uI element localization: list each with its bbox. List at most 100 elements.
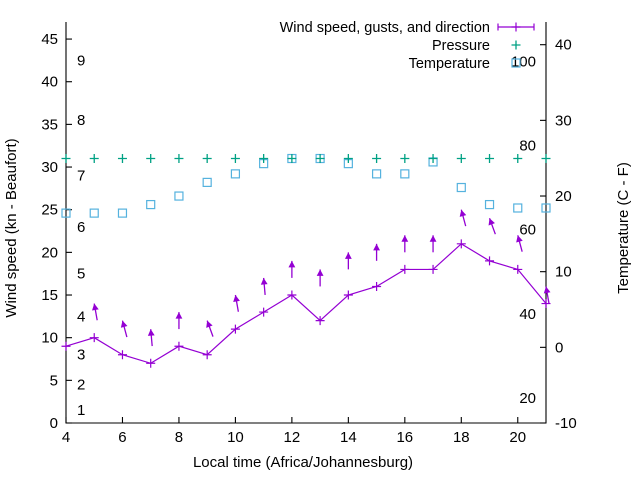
pressure-marker (513, 154, 523, 164)
pressure-marker (485, 154, 495, 164)
fahrenheit-scale-labels: 20 40 60 80 100 (511, 53, 536, 407)
pressure-marker (259, 154, 269, 164)
pressure-marker (202, 154, 212, 164)
y2-tick-label: 40 (555, 37, 572, 54)
legend-label: Pressure (432, 38, 490, 54)
x-tick-label: 20 (509, 429, 526, 446)
x-tick-label: 16 (396, 429, 413, 446)
temperature-marker (456, 182, 466, 193)
wind-speed-marker (315, 316, 325, 326)
wind-speed-marker (485, 256, 495, 266)
pressure-marker (89, 154, 99, 164)
gust-arrow-head (429, 235, 437, 242)
gust-arrow (516, 235, 523, 252)
gust-arrow (206, 320, 214, 337)
gust-arrow-head (516, 235, 523, 243)
x-tick-label: 4 (62, 429, 70, 446)
x-axis-label: Local time (Africa/Johannesburg) (193, 454, 413, 471)
wind-speed-marker (372, 281, 382, 291)
beaufort-label: 5 (77, 266, 85, 283)
beaufort-label: 7 (77, 168, 85, 185)
wind-speed-marker (61, 341, 71, 351)
y2-axis-label: Temperature (C - F) (615, 162, 632, 294)
gust-arrow (233, 294, 240, 312)
gust-arrow-head (92, 303, 99, 311)
beaufort-scale-labels: 1 2 3 4 5 6 7 8 9 (77, 52, 85, 419)
beaufort-label: 9 (77, 52, 85, 69)
legend-entry[interactable]: Wind speed, gusts, and direction (280, 20, 535, 36)
beaufort-label: 8 (77, 112, 85, 129)
x-tick-label: 14 (340, 429, 357, 446)
pressure-marker (174, 154, 184, 164)
gust-arrow (92, 303, 99, 321)
wind-speed-marker (259, 307, 269, 317)
y2-axis-ticks: -10 0 10 20 30 40 (540, 37, 577, 432)
pressure-marker (117, 154, 127, 164)
y-tick-label: 5 (50, 372, 58, 389)
pressure-marker (456, 154, 466, 164)
gust-arrow-head (401, 235, 409, 242)
y-tick-label: 35 (41, 116, 58, 133)
axis-frame (65, 22, 547, 424)
gust-arrow (175, 312, 183, 330)
temperature-marker (230, 169, 241, 179)
plot-frame (65, 22, 547, 424)
gust-arrow-head (288, 260, 296, 268)
temperature-marker (371, 169, 382, 179)
series-pressure (61, 154, 551, 164)
wind-speed-marker (230, 324, 240, 334)
gust-arrow-head (260, 277, 268, 285)
pressure-marker (400, 154, 410, 164)
pressure-marker (372, 154, 382, 164)
y2-tick-label: -10 (555, 415, 577, 432)
legend-entry[interactable]: Pressure (432, 38, 521, 54)
y-tick-label: 20 (41, 244, 58, 261)
wind-speed-marker (343, 290, 353, 300)
x-tick-label: 6 (118, 429, 126, 446)
gust-arrow-head (488, 218, 495, 226)
beaufort-label: 2 (77, 377, 85, 394)
temperature-marker (513, 203, 523, 213)
temperature-marker (174, 191, 184, 201)
legend-entry[interactable]: Temperature (409, 56, 521, 72)
gust-arrow-head (233, 295, 240, 303)
beaufort-label: 4 (77, 308, 85, 325)
temperature-marker (484, 199, 495, 210)
gust-arrow (316, 269, 324, 287)
wind-speed-marker (541, 299, 551, 309)
legend-square-symbol (511, 58, 521, 68)
beaufort-label: 1 (77, 402, 85, 419)
y-axis-ticks: 0 5 10 15 20 25 30 35 40 45 (41, 31, 72, 432)
x-tick-label: 10 (227, 429, 244, 446)
legend-plus-symbol (511, 22, 521, 32)
wind-speed-marker (287, 290, 297, 300)
gust-arrow-head (316, 269, 324, 276)
wind-speed-marker (174, 341, 184, 351)
wind-speed-marker (456, 239, 466, 249)
y-tick-label: 15 (41, 287, 58, 304)
temperature-marker (400, 169, 410, 179)
gust-arrow-head (206, 320, 213, 328)
pressure-marker (428, 154, 438, 164)
y-tick-label: 40 (41, 74, 58, 91)
pressure-marker (230, 154, 240, 164)
y-tick-label: 25 (41, 202, 58, 219)
y-tick-label: 0 (50, 415, 58, 432)
legend-line-caps (497, 23, 535, 31)
beaufort-label: 6 (77, 219, 85, 236)
wind-speed-marker (400, 264, 410, 274)
chart-legend: Wind speed, gusts, and direction Pressure… (280, 20, 535, 72)
legend-label: Wind speed, gusts, and direction (280, 20, 490, 36)
beaufort-label: 3 (77, 347, 85, 364)
fahrenheit-label: 40 (519, 306, 536, 323)
gust-arrow-head (373, 243, 380, 251)
y2-tick-label: 20 (555, 188, 572, 205)
x-tick-label: 8 (175, 429, 183, 446)
gust-arrow (543, 286, 551, 304)
pressure-marker (343, 154, 353, 164)
y-tick-label: 45 (41, 31, 58, 48)
pressure-marker (146, 154, 156, 164)
x-tick-label: 12 (284, 429, 301, 446)
